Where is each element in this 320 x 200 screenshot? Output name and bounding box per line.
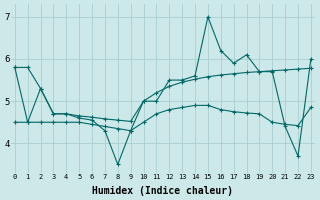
X-axis label: Humidex (Indice chaleur): Humidex (Indice chaleur) (92, 186, 233, 196)
